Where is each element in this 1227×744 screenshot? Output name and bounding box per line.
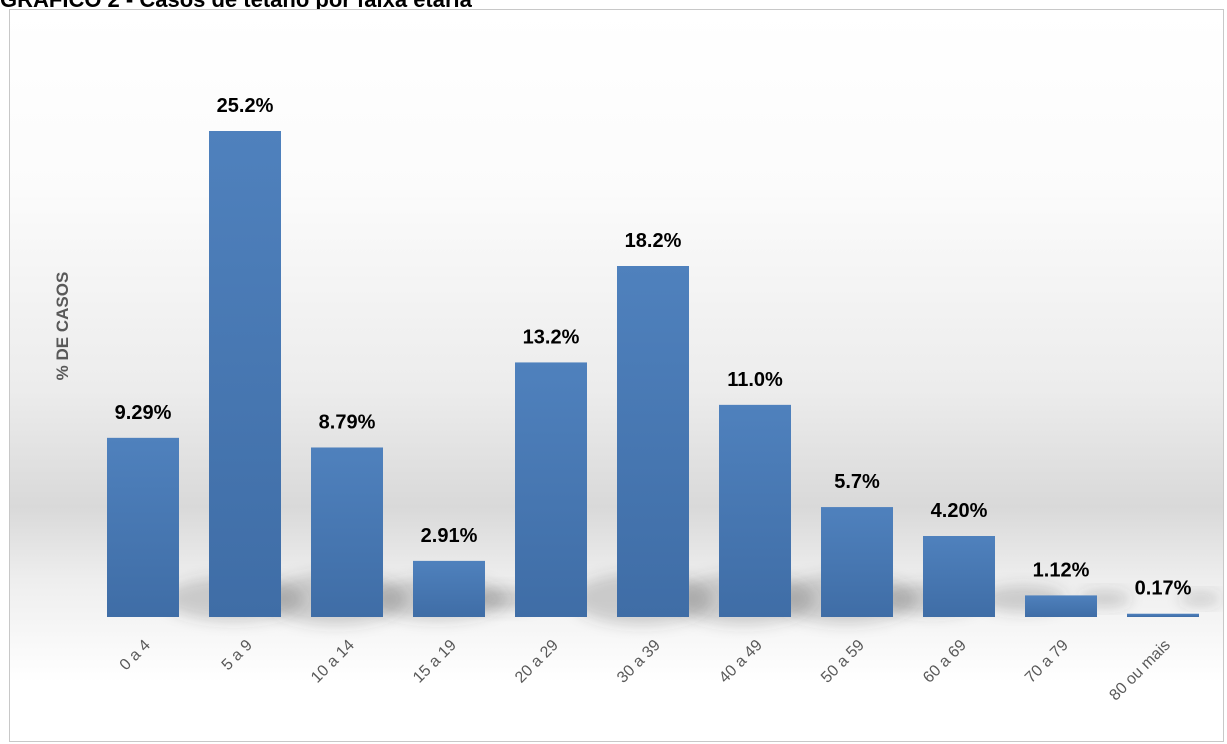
x-tick-label: 50 a 59 [818, 637, 868, 687]
x-tick-label: 30 a 39 [614, 637, 664, 687]
x-tick-label: 20 a 29 [512, 637, 562, 687]
bar-60-a-69 [923, 536, 995, 617]
chart-area: 9.29% 25.2% 8.79% 2.91% 13.2% 18.2% 11.0% 5.7% 4… [9, 9, 1224, 742]
x-tick-label: 15 a 19 [410, 637, 460, 687]
bar-20-a-29 [515, 362, 587, 617]
x-tick-label: 40 a 49 [716, 637, 766, 687]
bar-50-a-59 [821, 507, 893, 617]
x-tick-label: 60 a 69 [920, 637, 970, 687]
x-tick-label: 0 a 4 [117, 637, 154, 674]
data-label: 13.2% [523, 326, 580, 348]
bar-15-a-19 [413, 560, 485, 617]
bars-group [107, 131, 1199, 617]
data-label: 8.79% [319, 411, 376, 433]
data-label: 18.2% [625, 230, 682, 252]
data-label: 2.91% [421, 525, 478, 547]
x-tick-label: 10 a 14 [308, 637, 358, 687]
data-label: 9.29% [115, 402, 172, 424]
bar-80-ou-mais [1127, 613, 1199, 617]
x-tick-labels-group: 0 a 4 5 a 9 10 a 14 15 a 19 20 a 29 30 a 39 40… [117, 637, 1174, 704]
x-tick-label: 80 ou mais [1106, 637, 1173, 704]
data-label: 1.12% [1033, 559, 1090, 581]
x-tick-label: 5 a 9 [219, 637, 256, 674]
data-label: 11.0% [727, 369, 783, 391]
y-axis-label: % DE CASOS [53, 272, 72, 381]
data-label: 0.17% [1135, 578, 1192, 600]
bar-0-a-4 [107, 437, 179, 617]
bar-chart: 9.29% 25.2% 8.79% 2.91% 13.2% 18.2% 11.0% 5.7% 4… [53, 95, 1222, 704]
data-labels-group: 9.29% 25.2% 8.79% 2.91% 13.2% 18.2% 11.0% 5.7% 4… [115, 95, 1192, 600]
bar-40-a-49 [719, 404, 791, 617]
bar-30-a-39 [617, 266, 689, 617]
data-label: 5.7% [834, 471, 880, 493]
data-label: 4.20% [931, 500, 988, 522]
bar-5-a-9 [209, 131, 281, 617]
data-label: 25.2% [217, 95, 274, 117]
x-tick-label: 70 a 79 [1022, 637, 1072, 687]
bar-70-a-79 [1025, 595, 1097, 617]
bar-10-a-14 [311, 447, 383, 617]
bar-shadow [1179, 592, 1222, 606]
